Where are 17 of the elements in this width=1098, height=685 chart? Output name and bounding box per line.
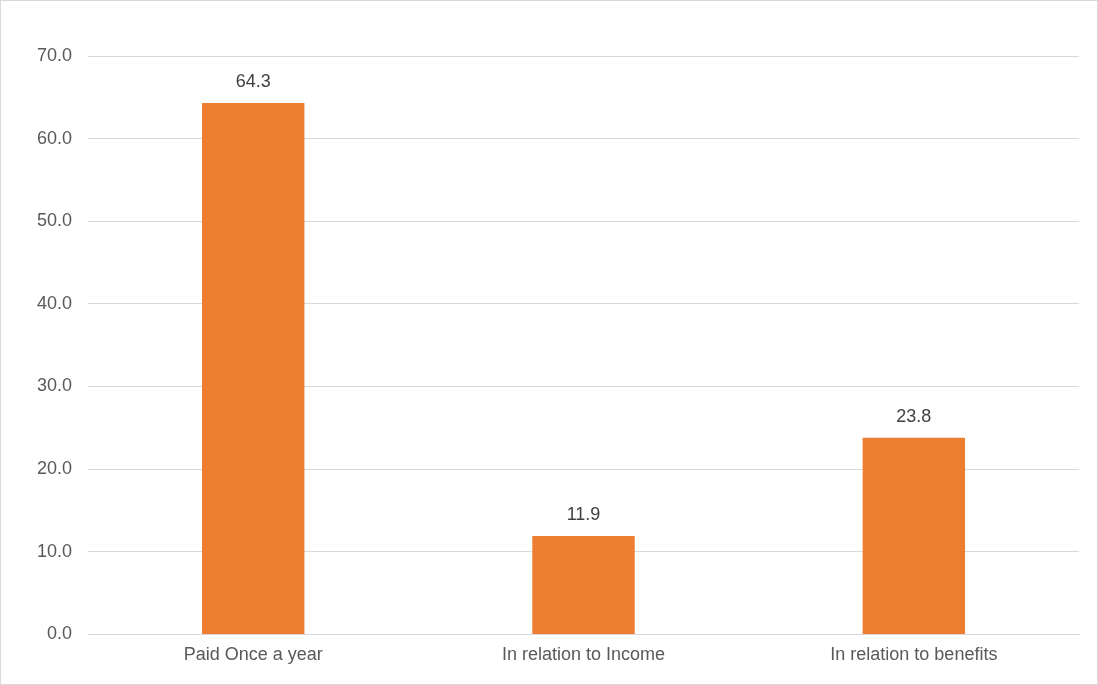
y-tick-label: 40.0 bbox=[36, 292, 73, 313]
y-tick-label: 60.0 bbox=[36, 127, 73, 148]
y-tick-label: 50.0 bbox=[36, 210, 73, 231]
bar bbox=[532, 536, 635, 634]
y-tick-label: 0.0 bbox=[47, 623, 73, 644]
data-label: 11.9 bbox=[566, 504, 601, 525]
x-tick-label: Paid Once a year bbox=[183, 644, 323, 665]
x-tick-label: In relation to Income bbox=[501, 644, 666, 665]
y-tick-label: 10.0 bbox=[36, 540, 73, 561]
x-tick-label: In relation to benefits bbox=[830, 644, 998, 665]
bar bbox=[862, 437, 966, 634]
data-label: 64.3 bbox=[235, 71, 271, 92]
data-label: 23.8 bbox=[896, 405, 932, 426]
y-tick-label: 70.0 bbox=[36, 44, 73, 65]
bar bbox=[201, 103, 305, 634]
y-tick-label: 30.0 bbox=[36, 375, 73, 396]
y-tick-label: 20.0 bbox=[36, 458, 73, 479]
